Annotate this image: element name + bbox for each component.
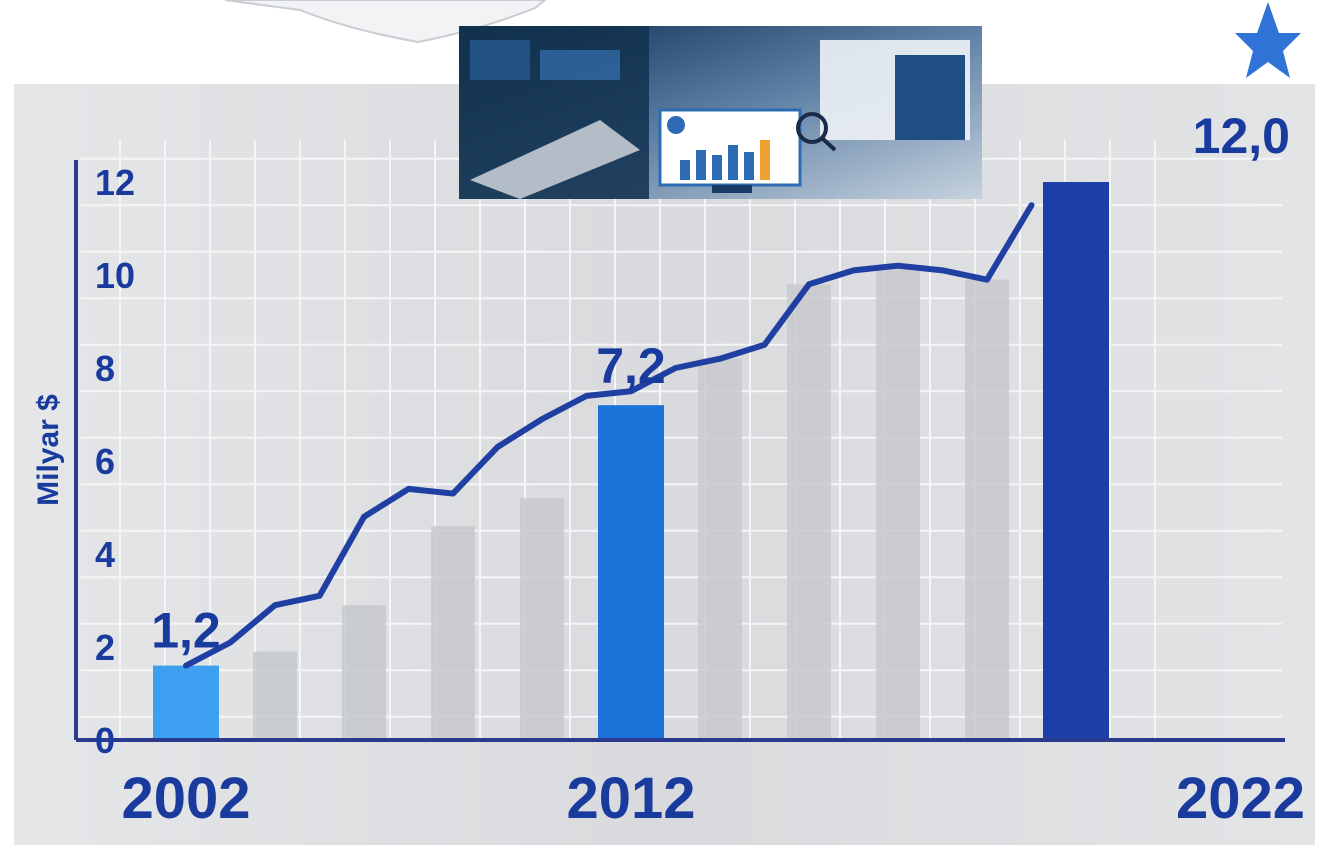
bar-2010-muted — [520, 498, 564, 740]
y-tick-labels: 0 2 4 6 8 10 12 — [95, 162, 135, 761]
y-tick-label: 0 — [95, 720, 115, 761]
bar-2008-muted — [431, 526, 475, 740]
decorative-tab-shape — [224, 0, 547, 44]
data-label: 1,2 — [151, 603, 221, 659]
x-tick-label: 2012 — [566, 766, 695, 831]
banner-image — [459, 26, 982, 199]
bar-2020-muted — [965, 279, 1009, 740]
data-label: 7,2 — [596, 338, 666, 394]
bar-2016-muted — [787, 284, 831, 740]
bars — [153, 182, 1109, 740]
bar-2004-muted — [253, 651, 297, 740]
bar-2012 — [598, 405, 664, 740]
x-tick-labels: 2002 2012 2022 — [121, 766, 1305, 831]
y-tick-label: 2 — [95, 627, 115, 668]
y-tick-label: 10 — [95, 255, 135, 296]
bar-2006-muted — [342, 605, 386, 740]
x-tick-label: 2002 — [121, 766, 250, 831]
bar-2022 — [1043, 182, 1109, 740]
data-labels: 1,2 7,2 12,0 — [151, 108, 1290, 659]
star-icon — [1235, 2, 1301, 78]
data-label: 12,0 — [1193, 108, 1290, 164]
y-tick-label: 6 — [95, 441, 115, 482]
y-tick-label: 12 — [95, 162, 135, 203]
bar-2014-muted — [698, 358, 742, 740]
y-tick-label: 4 — [95, 534, 115, 575]
bar-2018-muted — [876, 265, 920, 740]
y-tick-label: 8 — [95, 348, 115, 389]
bar-2002 — [153, 665, 219, 740]
x-tick-label: 2022 — [1176, 766, 1305, 831]
trend-line — [183, 202, 1035, 669]
y-axis-title: Milyar $ — [32, 394, 65, 506]
trend-line-path — [183, 202, 1035, 669]
